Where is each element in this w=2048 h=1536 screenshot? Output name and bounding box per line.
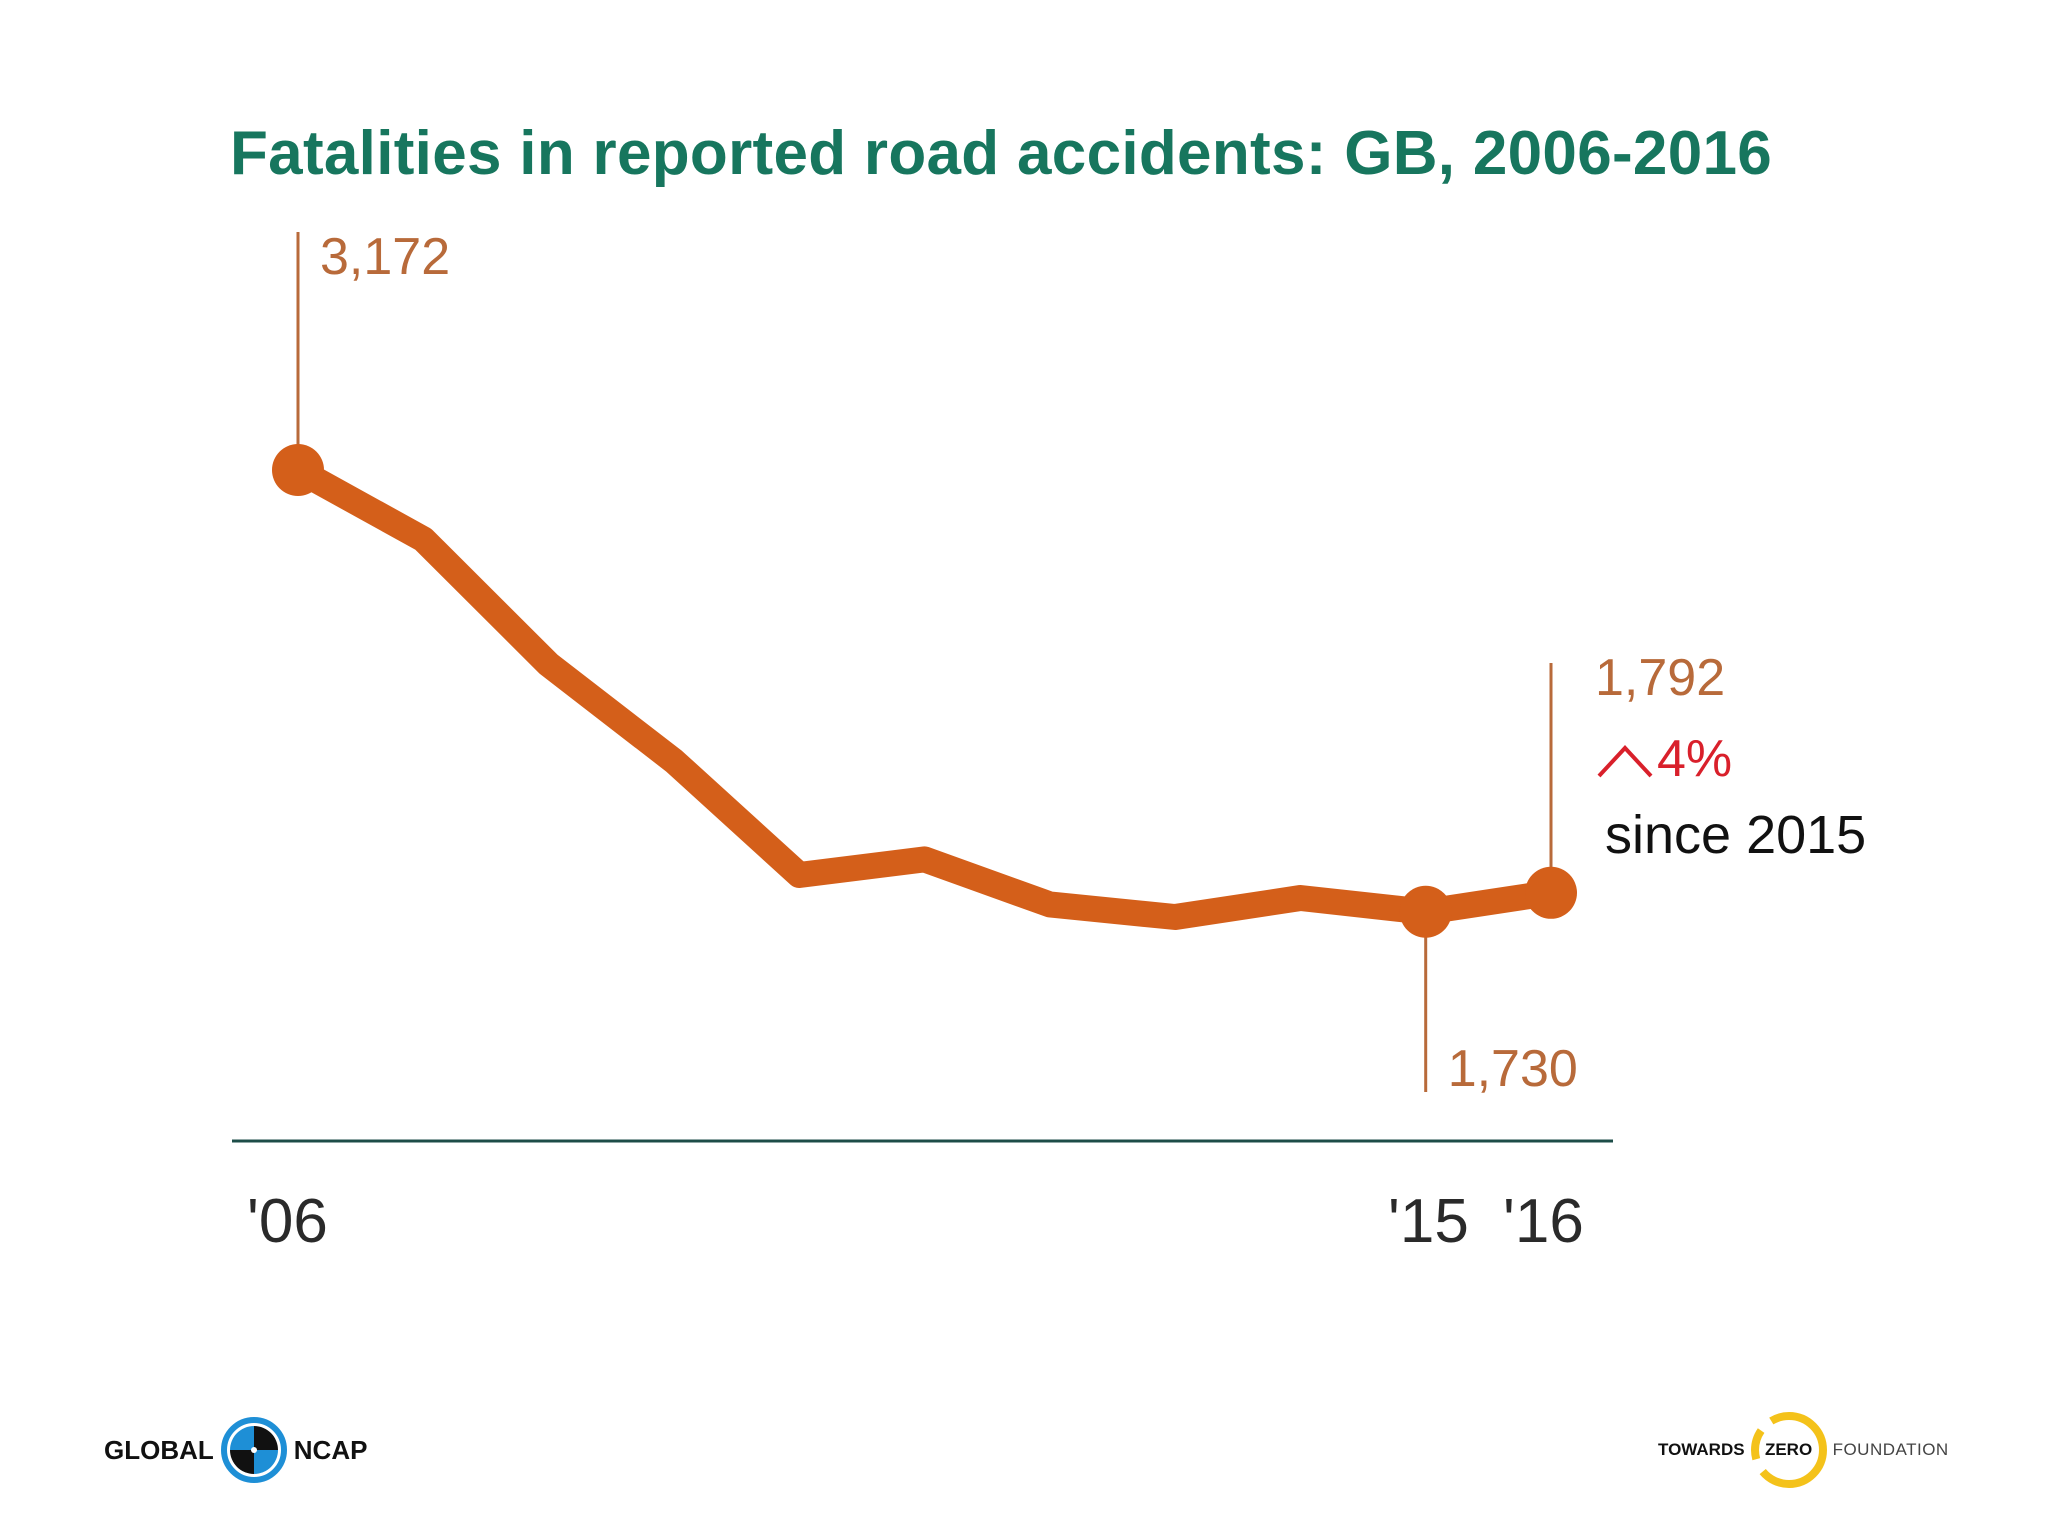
towards-zero-ring-icon: ZERO [1749, 1410, 1829, 1490]
data-label-end: 1,792 [1595, 649, 1725, 707]
towards-zero-logo: TOWARDS ZERO FOUNDATION [1658, 1410, 1949, 1490]
global-ncap-word-ncap: NCAP [293, 1434, 368, 1465]
data-point-2006 [272, 444, 324, 496]
x-tick-label-15: '15 [1388, 1187, 1469, 1256]
global-ncap-logo: GLOBAL NCAP [104, 1410, 367, 1490]
series-line-fatalities [285, 457, 1564, 930]
chart-title: Fatalities in reported road accidents: G… [230, 119, 1773, 188]
x-tick-label-06: '06 [247, 1187, 328, 1256]
data-point-2015 [1399, 885, 1452, 938]
global-ncap-word-global: GLOBAL [104, 1434, 214, 1465]
change-percent: 4% [1657, 730, 1732, 788]
global-ncap-emblem-icon [220, 1417, 287, 1483]
towards-zero-word-towards: TOWARDS [1658, 1440, 1745, 1459]
towards-zero-word-foundation: FOUNDATION [1832, 1440, 1949, 1459]
towards-zero-word-zero: ZERO [1764, 1440, 1813, 1459]
x-tick-label-16: '16 [1503, 1187, 1584, 1256]
data-label-start: 3,172 [320, 228, 450, 286]
change-up-arrow-icon [1597, 745, 1653, 778]
data-point-2016 [1525, 866, 1577, 919]
data-label-low: 1,730 [1448, 1040, 1578, 1098]
change-note: since 2015 [1605, 805, 1866, 865]
